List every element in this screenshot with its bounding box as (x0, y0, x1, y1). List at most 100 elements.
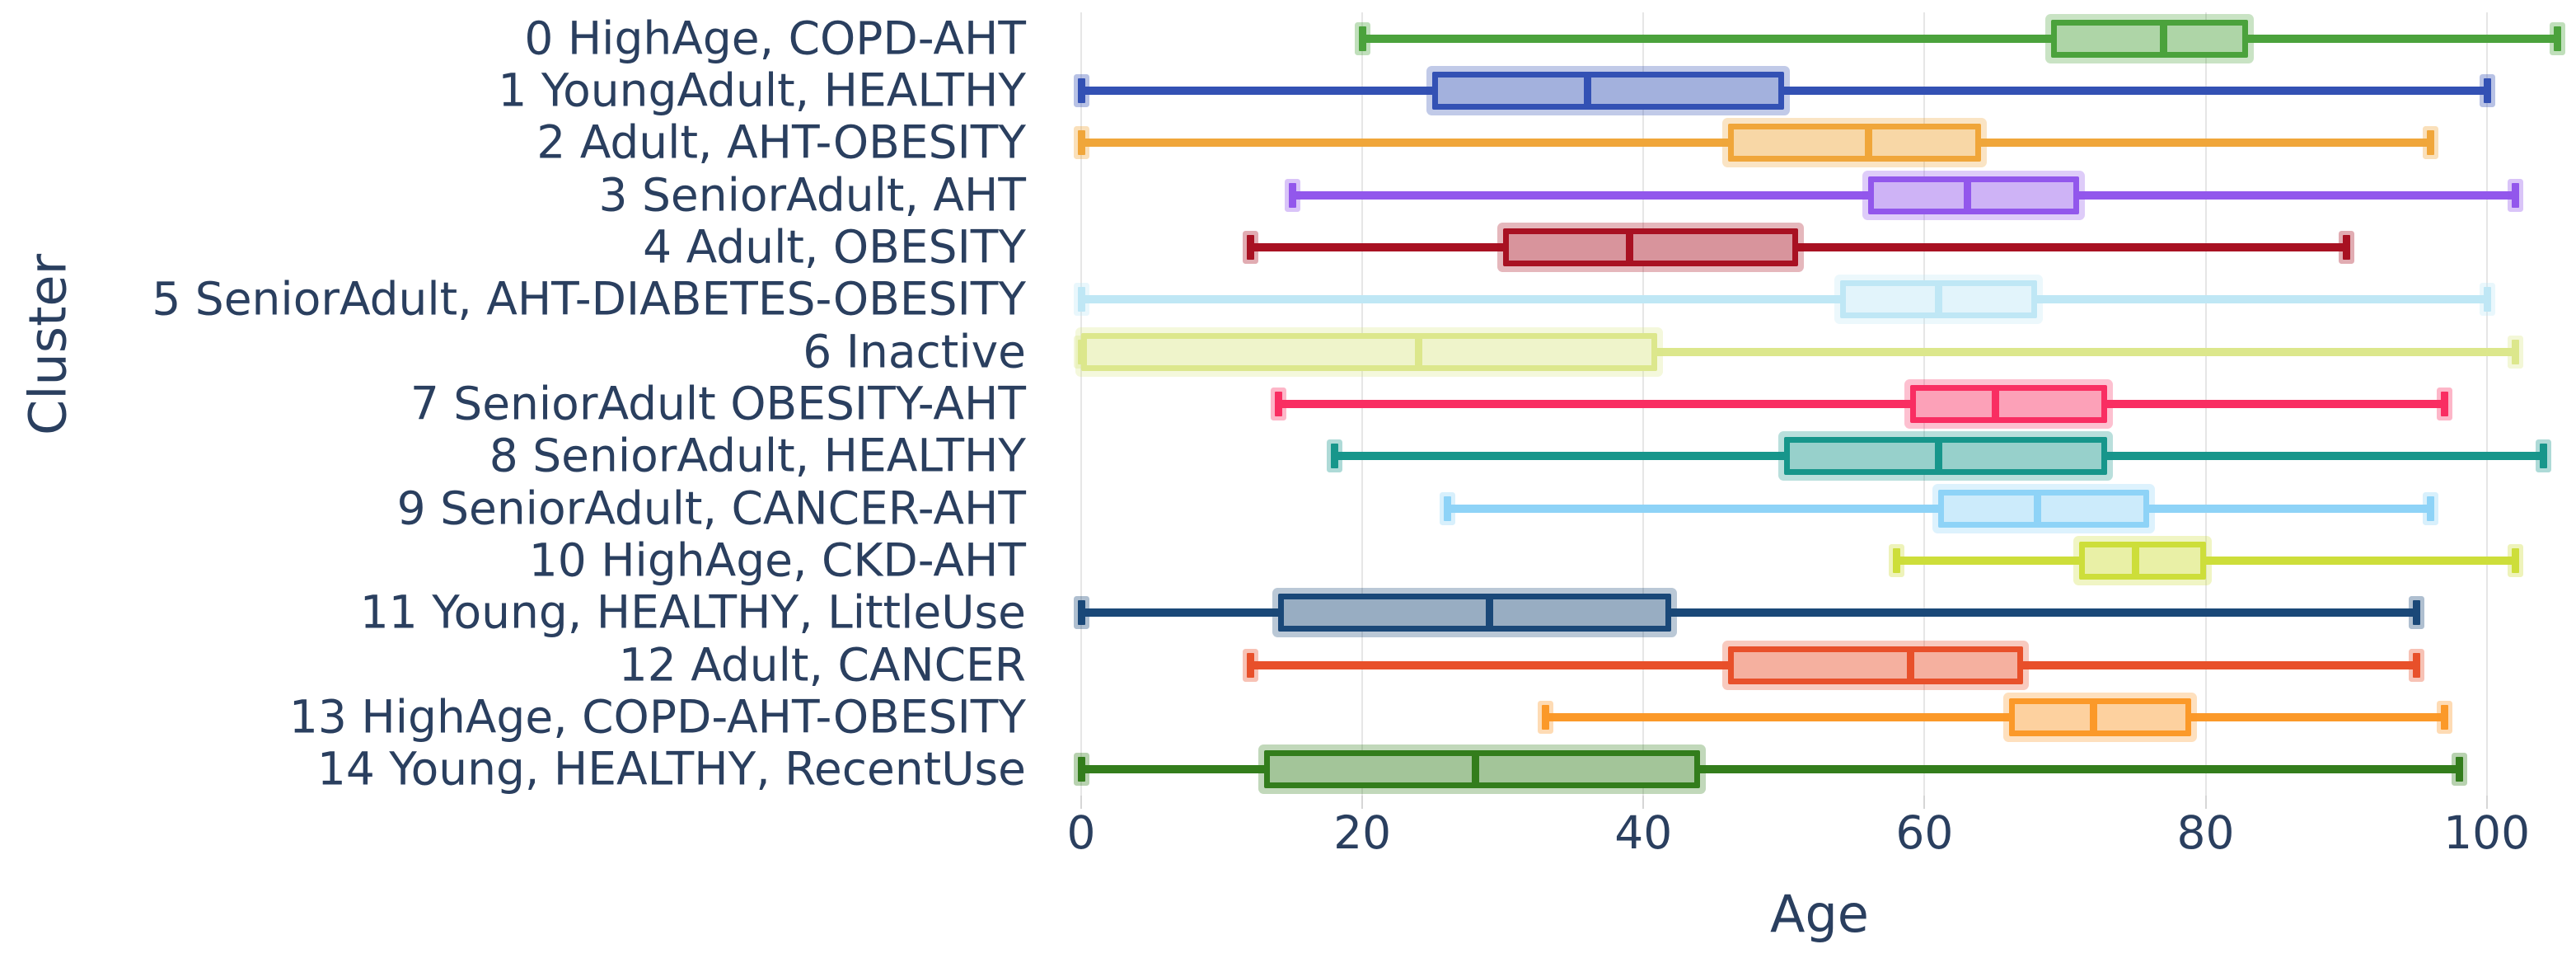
whisker-cap-low (1078, 78, 1086, 103)
whisker-line (1081, 87, 2487, 95)
whisker-cap-low (1359, 26, 1367, 51)
whisker-cap-high (2483, 78, 2491, 103)
median-line (2033, 489, 2041, 528)
category-label-3: 3 SeniorAdult, AHT (598, 168, 1026, 222)
whisker-cap-low (1078, 757, 1086, 782)
whisker-line (1362, 34, 2557, 43)
whisker-cap-low (1246, 652, 1254, 678)
median-line (1485, 594, 1493, 632)
whisker-cap-low (1288, 182, 1296, 208)
whisker-cap-high (2441, 392, 2449, 416)
category-label-0: 0 HighAge, COPD-AHT (524, 12, 1026, 65)
whisker-cap-low (1246, 235, 1254, 260)
x-tickmark-0 (1080, 796, 1083, 809)
whisker-cap-low (1443, 496, 1451, 521)
box-iqr (1783, 437, 2108, 476)
x-tick-label-20: 20 (1333, 806, 1392, 859)
category-label-13: 13 HighAge, COPD-AHT-OBESITY (288, 690, 1026, 744)
whisker-cap-low (1078, 287, 1086, 312)
box-iqr (1868, 176, 2080, 214)
whisker-line (1081, 608, 2417, 618)
category-label-11: 11 Young, HEALTHY, LittleUse (359, 585, 1026, 639)
whisker-cap-high (2511, 339, 2519, 364)
box-iqr (1727, 646, 2023, 684)
whisker-cap-high (2427, 130, 2435, 156)
box-iqr (2079, 542, 2206, 580)
median-line (1963, 176, 1971, 214)
box-iqr (2008, 698, 2192, 736)
whisker-cap-low (1893, 548, 1901, 573)
whisker-line (1081, 295, 2487, 304)
category-label-8: 8 SeniorAdult, HEALTHY (489, 429, 1026, 482)
y-axis-title: Cluster (17, 253, 78, 435)
gridline-0 (1080, 12, 1083, 796)
box-iqr (1502, 228, 1798, 266)
category-label-1: 1 YoungAdult, HEALTHY (498, 63, 1026, 117)
category-label-12: 12 Adult, CANCER (618, 638, 1026, 692)
whisker-cap-high (2413, 652, 2421, 678)
category-label-5: 5 SeniorAdult, AHT-DIABETES-OBESITY (152, 272, 1026, 326)
box-iqr (1727, 124, 1981, 162)
x-axis-title: Age (1770, 884, 1869, 944)
median-line (1584, 72, 1592, 110)
x-tickmark-60 (1923, 796, 1926, 809)
whisker-cap-high (2413, 600, 2421, 626)
box-iqr (1263, 750, 1700, 789)
x-tick-label-0: 0 (1066, 806, 1096, 859)
median-line (2160, 19, 2168, 58)
whisker-cap-low (1078, 130, 1086, 156)
box-iqr (1081, 332, 1658, 371)
median-line (2132, 542, 2140, 580)
category-label-10: 10 HighAge, CKD-AHT (528, 533, 1026, 587)
median-line (1415, 332, 1423, 371)
whisker-cap-high (2511, 548, 2519, 573)
whisker-cap-low (1274, 392, 1282, 416)
x-tick-label-80: 80 (2176, 806, 2235, 859)
category-label-9: 9 SeniorAdult, CANCER-AHT (396, 481, 1026, 535)
category-label-14: 14 Young, HEALTHY, RecentUse (316, 742, 1026, 796)
x-tickmark-100 (2485, 796, 2488, 809)
whisker-line (1544, 713, 2445, 721)
box-iqr (1910, 385, 2108, 423)
whisker-cap-high (2427, 496, 2435, 521)
box-iqr (1432, 72, 1784, 110)
category-label-6: 6 Inactive (803, 325, 1026, 378)
median-line (1991, 385, 1999, 423)
whisker-cap-low (1331, 444, 1339, 469)
whisker-cap-high (2511, 182, 2519, 208)
median-line (1935, 280, 1943, 319)
x-tick-label-100: 100 (2443, 806, 2531, 859)
box-iqr (1938, 489, 2150, 528)
whisker-cap-high (2483, 287, 2491, 312)
box-iqr (2050, 19, 2248, 58)
median-line (1907, 646, 1915, 684)
median-line (2090, 698, 2098, 736)
whisker-cap-high (2455, 757, 2463, 782)
x-tick-label-60: 60 (1895, 806, 1954, 859)
median-line (1865, 124, 1873, 162)
whisker-line (1081, 347, 2515, 356)
median-line (1471, 750, 1479, 789)
category-label-2: 2 Adult, AHT-OBESITY (536, 115, 1026, 169)
median-line (1935, 437, 1943, 476)
whisker-cap-low (1541, 705, 1549, 730)
whisker-line (1277, 400, 2445, 408)
median-line (1626, 228, 1634, 266)
whisker-cap-high (2553, 26, 2561, 51)
x-tickmark-80 (2204, 796, 2207, 809)
box-iqr (1277, 594, 1672, 632)
whisker-line (1081, 765, 2459, 774)
x-tick-label-40: 40 (1614, 806, 1673, 859)
x-tickmark-40 (1642, 796, 1645, 809)
whisker-cap-high (2441, 705, 2449, 730)
whisker-cap-high (2539, 444, 2547, 469)
whisker-line (1446, 504, 2431, 513)
category-label-4: 4 Adult, OBESITY (643, 220, 1026, 274)
whisker-cap-low (1078, 600, 1086, 626)
category-label-7: 7 SeniorAdult OBESITY-AHT (410, 377, 1026, 430)
x-tickmark-20 (1361, 796, 1364, 809)
whisker-cap-high (2343, 235, 2351, 260)
gridline-100 (2485, 12, 2488, 796)
